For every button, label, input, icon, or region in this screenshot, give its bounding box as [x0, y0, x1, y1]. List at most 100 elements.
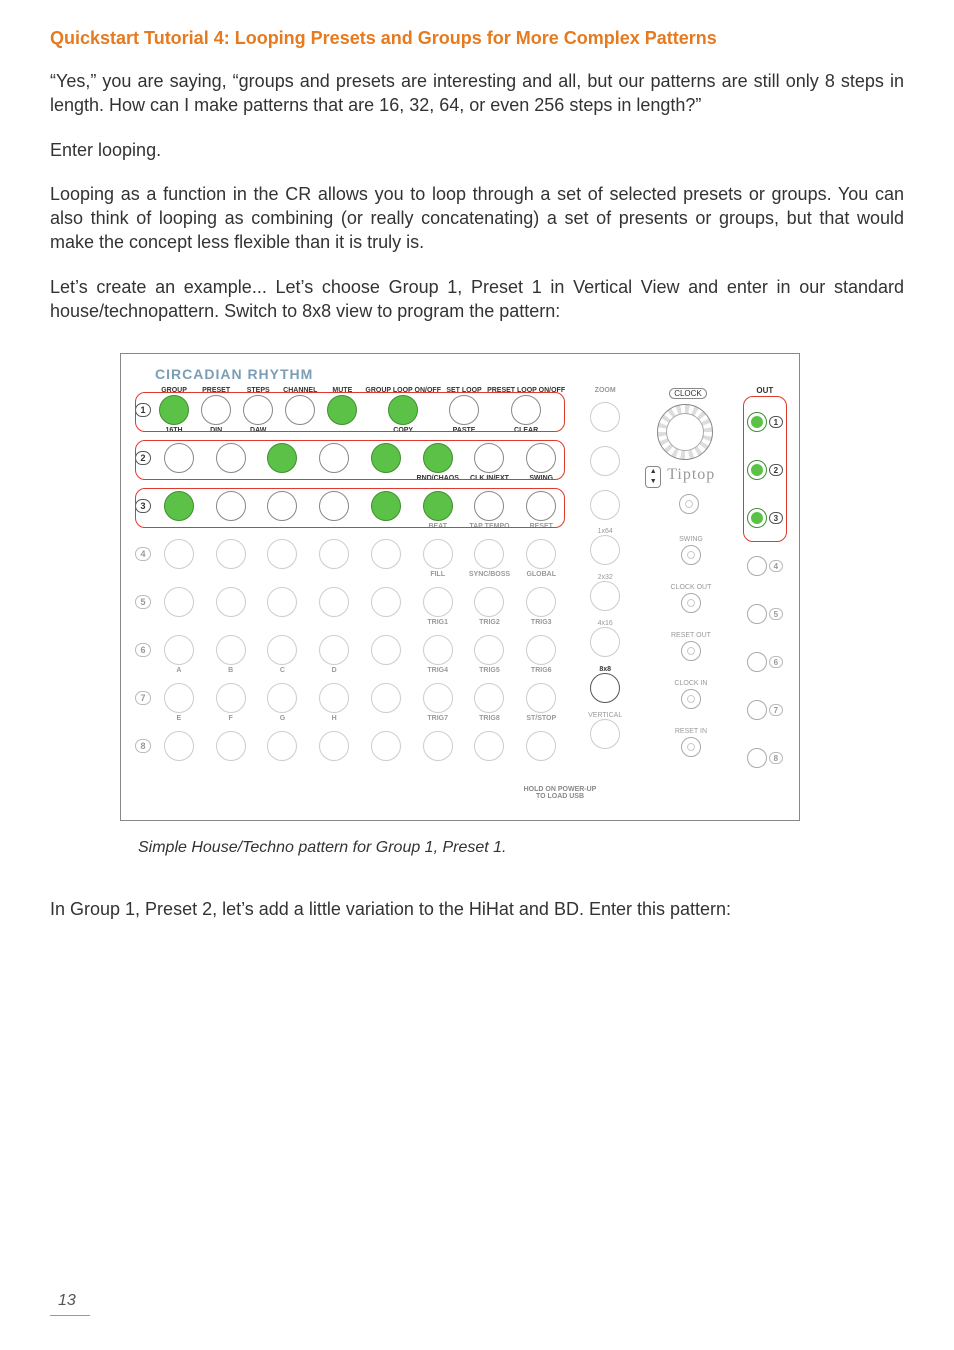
zoom-cell[interactable]: [573, 439, 637, 483]
step-cell[interactable]: [207, 530, 255, 579]
zoom-button[interactable]: [590, 627, 620, 657]
zoom-button[interactable]: [590, 402, 620, 432]
zoom-cell[interactable]: 8x8: [573, 665, 637, 711]
step-cell[interactable]: BEAT: [414, 482, 462, 531]
step-cell[interactable]: [259, 578, 307, 627]
step-cell[interactable]: [207, 482, 255, 531]
step-cell[interactable]: SYNC/BOSS: [466, 530, 514, 579]
step-off[interactable]: [474, 635, 504, 665]
step-cell[interactable]: B: [207, 626, 255, 675]
step-off[interactable]: [526, 683, 556, 713]
step-on[interactable]: [327, 395, 357, 425]
updown-icon[interactable]: ▲▼: [645, 466, 661, 488]
step-on[interactable]: [267, 443, 297, 473]
step-off[interactable]: [216, 635, 246, 665]
step-off[interactable]: [285, 395, 315, 425]
step-off[interactable]: [164, 539, 194, 569]
zoom-button[interactable]: [590, 673, 620, 703]
step-cell[interactable]: [310, 482, 358, 531]
step-cell[interactable]: CHANNEL: [281, 386, 319, 435]
step-off[interactable]: [164, 587, 194, 617]
step-off[interactable]: [216, 443, 246, 473]
step-off[interactable]: [319, 491, 349, 521]
step-off[interactable]: [526, 635, 556, 665]
zoom-cell[interactable]: 1x64: [573, 527, 637, 573]
step-off[interactable]: [267, 587, 297, 617]
step-off[interactable]: [164, 683, 194, 713]
step-off[interactable]: [474, 491, 504, 521]
step-on[interactable]: [371, 443, 401, 473]
step-off[interactable]: [474, 731, 504, 761]
step-off[interactable]: [371, 587, 401, 617]
step-cell[interactable]: STEPSDAW: [239, 386, 277, 435]
step-cell[interactable]: [259, 722, 307, 771]
step-off[interactable]: [319, 539, 349, 569]
step-cell[interactable]: RND/CHAOS: [414, 434, 462, 483]
step-off[interactable]: [371, 539, 401, 569]
step-cell[interactable]: GLOBAL: [517, 530, 565, 579]
step-cell[interactable]: F: [207, 674, 255, 723]
out-jack[interactable]: [747, 604, 767, 624]
step-cell[interactable]: [155, 434, 203, 483]
out-jack[interactable]: [747, 748, 767, 768]
step-off[interactable]: [449, 395, 479, 425]
zoom-cell[interactable]: 4x16: [573, 619, 637, 665]
step-off[interactable]: [164, 635, 194, 665]
step-cell[interactable]: TRIG8: [466, 674, 514, 723]
step-off[interactable]: [319, 731, 349, 761]
step-cell[interactable]: [259, 482, 307, 531]
step-off[interactable]: [511, 395, 541, 425]
zoom-button[interactable]: [590, 581, 620, 611]
jack[interactable]: [681, 593, 701, 613]
step-off[interactable]: [216, 539, 246, 569]
step-off[interactable]: [371, 731, 401, 761]
step-off[interactable]: [371, 635, 401, 665]
out-jack[interactable]: [747, 412, 767, 432]
step-off[interactable]: [216, 683, 246, 713]
step-cell[interactable]: [155, 578, 203, 627]
step-off[interactable]: [526, 587, 556, 617]
step-cell[interactable]: [207, 578, 255, 627]
clock-knob[interactable]: [657, 404, 713, 460]
step-off[interactable]: [216, 587, 246, 617]
step-cell[interactable]: TRIG5: [466, 626, 514, 675]
step-cell[interactable]: PRESETDIN: [197, 386, 235, 435]
zoom-cell[interactable]: [573, 483, 637, 527]
step-cell[interactable]: CLK IN/EXT: [466, 434, 514, 483]
jack[interactable]: [681, 689, 701, 709]
zoom-cell[interactable]: VERTICAL: [573, 711, 637, 757]
jack[interactable]: [681, 737, 701, 757]
step-off[interactable]: [526, 731, 556, 761]
step-cell[interactable]: A: [155, 626, 203, 675]
step-cell[interactable]: TRIG4: [414, 626, 462, 675]
step-off[interactable]: [474, 443, 504, 473]
zoom-button[interactable]: [590, 535, 620, 565]
step-cell[interactable]: [259, 530, 307, 579]
step-cell[interactable]: [517, 722, 565, 771]
out-jack[interactable]: [747, 700, 767, 720]
step-on[interactable]: [164, 491, 194, 521]
out-jack[interactable]: [747, 556, 767, 576]
step-off[interactable]: [164, 443, 194, 473]
step-off[interactable]: [319, 443, 349, 473]
step-cell[interactable]: [259, 434, 307, 483]
step-off[interactable]: [267, 635, 297, 665]
step-off[interactable]: [216, 731, 246, 761]
step-off[interactable]: [423, 539, 453, 569]
step-cell[interactable]: [207, 722, 255, 771]
step-off[interactable]: [371, 683, 401, 713]
step-cell[interactable]: SWING: [517, 434, 565, 483]
step-cell[interactable]: MUTE: [323, 386, 361, 435]
jack[interactable]: [681, 545, 701, 565]
step-cell[interactable]: [155, 482, 203, 531]
step-on[interactable]: [388, 395, 418, 425]
step-off[interactable]: [526, 491, 556, 521]
out-jack[interactable]: [747, 460, 767, 480]
zoom-button[interactable]: [590, 446, 620, 476]
step-cell[interactable]: [362, 626, 410, 675]
step-off[interactable]: [319, 587, 349, 617]
step-off[interactable]: [243, 395, 273, 425]
step-cell[interactable]: [466, 722, 514, 771]
step-cell[interactable]: TAP TEMPO: [466, 482, 514, 531]
step-cell[interactable]: [362, 674, 410, 723]
